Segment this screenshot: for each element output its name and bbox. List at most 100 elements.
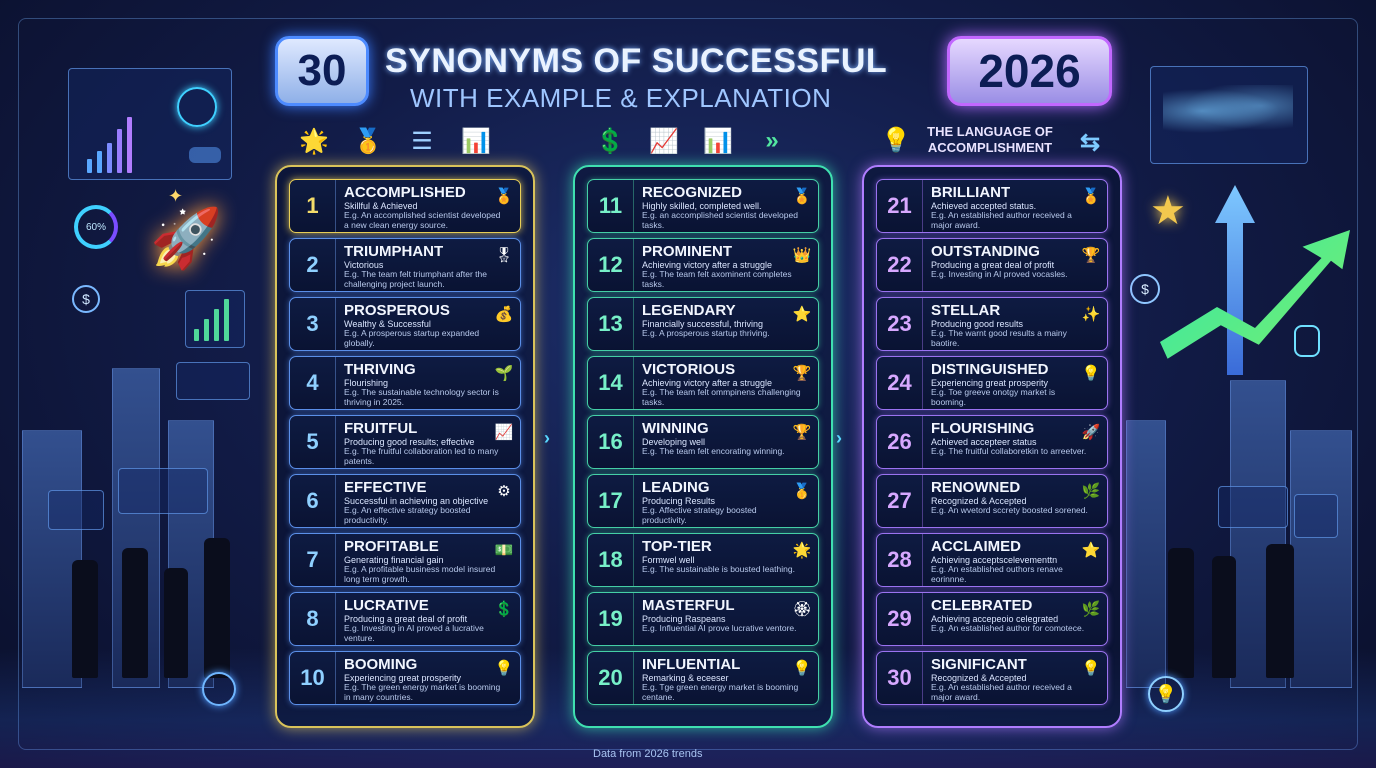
dollar-coin-icon: 💲: [595, 127, 625, 155]
medal-icon: 🏅: [792, 188, 812, 205]
synonym-number: 7: [290, 534, 336, 586]
synonym-definition: Remarking & eceeser: [642, 673, 729, 683]
right-skyscraper: [1126, 420, 1166, 688]
synonym-definition: Achieving acceptscelevementtn: [931, 555, 1058, 565]
left-dashboard-panel: [68, 68, 232, 180]
chart-bar: [117, 129, 122, 173]
laurel-star-icon: ✨: [1081, 306, 1101, 323]
synonym-definition: Successful in achieving an objective: [344, 496, 489, 506]
synonym-definition: Developing well: [642, 437, 706, 447]
synonym-number: 28: [877, 534, 923, 586]
synonym-card: 18 TOP-TIER Formwel well E.g. The sustainab…: [587, 533, 819, 587]
money-icon: 💵: [494, 542, 514, 559]
synonym-word: ACCOMPLISHED: [344, 184, 466, 201]
synonym-example: E.g. The fruitful collaboration led to m…: [344, 446, 499, 466]
synonym-example: E.g. Investing in AI proved vocasles.: [931, 269, 1068, 279]
sparkle-icon: ✦: [168, 186, 184, 206]
synonym-example: E.g. An established author for comotece.: [931, 623, 1085, 633]
trophy-icon: 🏆: [1081, 247, 1101, 264]
synonym-number: 30: [877, 652, 923, 704]
synonym-number: 17: [588, 475, 634, 527]
coin-icon: 💰: [494, 306, 514, 323]
synonym-word: EFFECTIVE: [344, 479, 427, 496]
synonym-definition: Producing Raspeans: [642, 614, 726, 624]
synonym-number: 5: [290, 416, 336, 468]
trophy-icon: 🏆: [792, 365, 812, 382]
synonym-definition: Victorious: [344, 260, 384, 270]
year-badge: 2026: [947, 36, 1112, 106]
synonym-card: 11 RECOGNIZED Highly skilled, completed we…: [587, 179, 819, 233]
laurel-star-icon: ★: [1150, 189, 1186, 233]
synonym-example: E.g. The sustainable is bousted leathing…: [642, 564, 795, 574]
synonym-card: 12 PROMINENT Achieving victory after a str…: [587, 238, 819, 292]
lightbulb-icon: 💡: [1148, 676, 1184, 712]
synonym-example: E.g. An established author received a ma…: [931, 210, 1072, 230]
synonym-card: 19 MASTERFUL Producing Raspeans E.g. Influe…: [587, 592, 819, 646]
left-small-panel: [48, 490, 104, 530]
left-map-panel: [118, 468, 208, 514]
synonym-card: 16 WINNING Developing well E.g. The team fe…: [587, 415, 819, 469]
synonym-definition: Producing a great deal of profit: [344, 614, 468, 624]
synonym-card: 24 DISTINGUISHED Experiencing great prospe…: [876, 356, 1108, 410]
synonym-definition: Highly skilled, completed well.: [642, 201, 762, 211]
star-icon: ⭐: [792, 306, 812, 323]
medal-icon: 🎖: [494, 247, 514, 264]
synonym-word: PROMINENT: [642, 243, 732, 260]
right-skyscraper: [1290, 430, 1352, 688]
lightbulb-icon: 💡: [792, 660, 812, 677]
synonym-card: 29 CELEBRATED Achieving accepeoio celegrat…: [876, 592, 1108, 646]
synonym-definition: Skillful & Achieved: [344, 201, 418, 211]
synonym-number: 14: [588, 357, 634, 409]
crown-icon: 👑: [792, 247, 812, 264]
chart-bar: [97, 151, 102, 173]
synonym-definition: Producing good results: [931, 319, 1024, 329]
synonym-column-3: 21 BRILLIANT Achieved accepted status. E.g.…: [862, 165, 1122, 728]
synonym-card: 27 RENOWNED Recognized & Accepted E.g. An w…: [876, 474, 1108, 528]
bar-chart-icon: 📊: [703, 127, 733, 155]
synonym-example: E.g. Affective strategy boosted producti…: [642, 505, 757, 525]
synonym-definition: Achieving victory after a struggle: [642, 260, 773, 270]
synonym-definition: Recognized & Accepted: [931, 673, 1027, 683]
synonym-card: 8 LUCRATIVE Producing a great deal of prof…: [289, 592, 521, 646]
double-arrow-icon: ⇆: [1079, 128, 1101, 156]
synonym-word: DISTINGUISHED: [931, 361, 1049, 378]
dollar-coin-icon: $: [1130, 274, 1160, 304]
synonym-word: LUCRATIVE: [344, 597, 429, 614]
dollar-coin-icon: $: [72, 285, 100, 313]
lightbulb-icon: 💡: [494, 660, 514, 677]
celebrating-person: [1168, 548, 1194, 678]
synonym-number: 23: [877, 298, 923, 350]
celebrating-person: [204, 538, 230, 678]
synonym-definition: Achieving accepeoio celegrated: [931, 614, 1059, 624]
celebrating-person: [122, 548, 148, 678]
synonym-definition: Flourishing: [344, 378, 389, 388]
chart-bar: [204, 319, 209, 341]
synonym-card: 17 LEADING Producing Results E.g. Affective…: [587, 474, 819, 528]
synonym-card: 6 EFFECTIVE Successful in achieving an obj…: [289, 474, 521, 528]
synonym-example: E.g. An effective strategy boosted produ…: [344, 505, 471, 525]
medal-icon: 🏅: [1081, 188, 1101, 205]
synonym-definition: Experiencing great prosperity: [931, 378, 1049, 388]
gear-icon: ⚙: [497, 483, 511, 500]
chevron-right-icon: ›: [544, 428, 550, 448]
synonym-number: 19: [588, 593, 634, 645]
synonym-word: BRILLIANT: [931, 184, 1011, 201]
synonym-example: E.g. The green energy market is booming …: [344, 682, 501, 702]
celebrating-person: [1212, 556, 1236, 678]
synonym-example: E.g. A profitable business model insured…: [344, 564, 496, 584]
synonym-card: 13 LEGENDARY Financially successful, thriv…: [587, 297, 819, 351]
synonym-word: WINNING: [642, 420, 709, 437]
medal-icon: 🥇: [353, 127, 383, 155]
podium-icon: 🥇: [792, 483, 812, 500]
synonym-number: 6: [290, 475, 336, 527]
synonym-number: 1: [290, 180, 336, 232]
synonym-number: 4: [290, 357, 336, 409]
synonym-word: TOP-TIER: [642, 538, 712, 555]
synonym-word: LEGENDARY: [642, 302, 736, 319]
synonym-example: E.g. An established author received a ma…: [931, 682, 1072, 702]
synonym-number: 20: [588, 652, 634, 704]
chart-bar: [214, 309, 219, 341]
medal-icon: 🏅: [494, 188, 514, 205]
synonym-number: 2: [290, 239, 336, 291]
frame-border: [18, 18, 1358, 750]
